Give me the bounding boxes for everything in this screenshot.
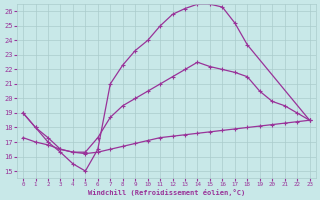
X-axis label: Windchill (Refroidissement éolien,°C): Windchill (Refroidissement éolien,°C)	[88, 189, 245, 196]
